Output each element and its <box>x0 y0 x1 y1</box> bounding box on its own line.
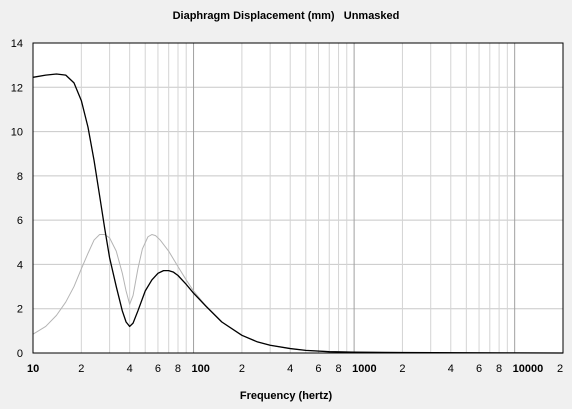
y-tick-labels: 0 2 4 6 8 10 12 14 <box>11 38 23 360</box>
x-tick-label: 100 <box>192 363 210 375</box>
x-tick-label: 4 <box>127 363 133 375</box>
series-line-0 <box>32 73 564 354</box>
x-tick-label: 10 <box>27 363 39 375</box>
y-tick-label: 10 <box>11 127 23 139</box>
x-axis-label: Frequency (hertz) <box>239 390 333 402</box>
x-tick-label: 8 <box>175 363 181 375</box>
x-tick-label: 4 <box>448 363 454 375</box>
y-tick-label: 2 <box>17 304 23 316</box>
x-tick-label: 8 <box>335 363 341 375</box>
x-tick-label: 8 <box>496 363 502 375</box>
x-tick-label: 6 <box>155 363 161 375</box>
x-tick-label: 4 <box>287 363 293 375</box>
x-tick-label: 2 <box>78 363 84 375</box>
plot-border <box>32 42 564 354</box>
plot-area <box>33 43 563 353</box>
y-tick-label: 8 <box>17 171 23 183</box>
y-tick-label: 6 <box>17 215 23 227</box>
x-tick-label: 6 <box>476 363 482 375</box>
y-tick-label: 0 <box>17 348 23 360</box>
y-tick-label: 14 <box>11 38 23 50</box>
y-tick-label: 4 <box>17 259 23 271</box>
chart-subtitle: Unmasked <box>343 10 400 22</box>
chart-title-main: Diaphragm Displacement (mm) <box>172 10 335 22</box>
x-tick-label: 6 <box>315 363 321 375</box>
series-layer <box>32 73 564 354</box>
chart-title: Diaphragm Displacement (mm) Unmasked <box>0 10 572 22</box>
y-tick-label: 12 <box>11 82 23 94</box>
x-tick-label: 10000 <box>513 363 544 375</box>
x-tick-labels: 10 2 4 6 8 100 2 4 6 8 1000 2 4 6 8 10000 2 <box>27 363 563 375</box>
x-tick-label: 2 <box>399 363 405 375</box>
x-tick-label: 1000 <box>352 363 376 375</box>
x-tick-label: 2 <box>239 363 245 375</box>
x-tick-label: 2 <box>557 363 563 375</box>
